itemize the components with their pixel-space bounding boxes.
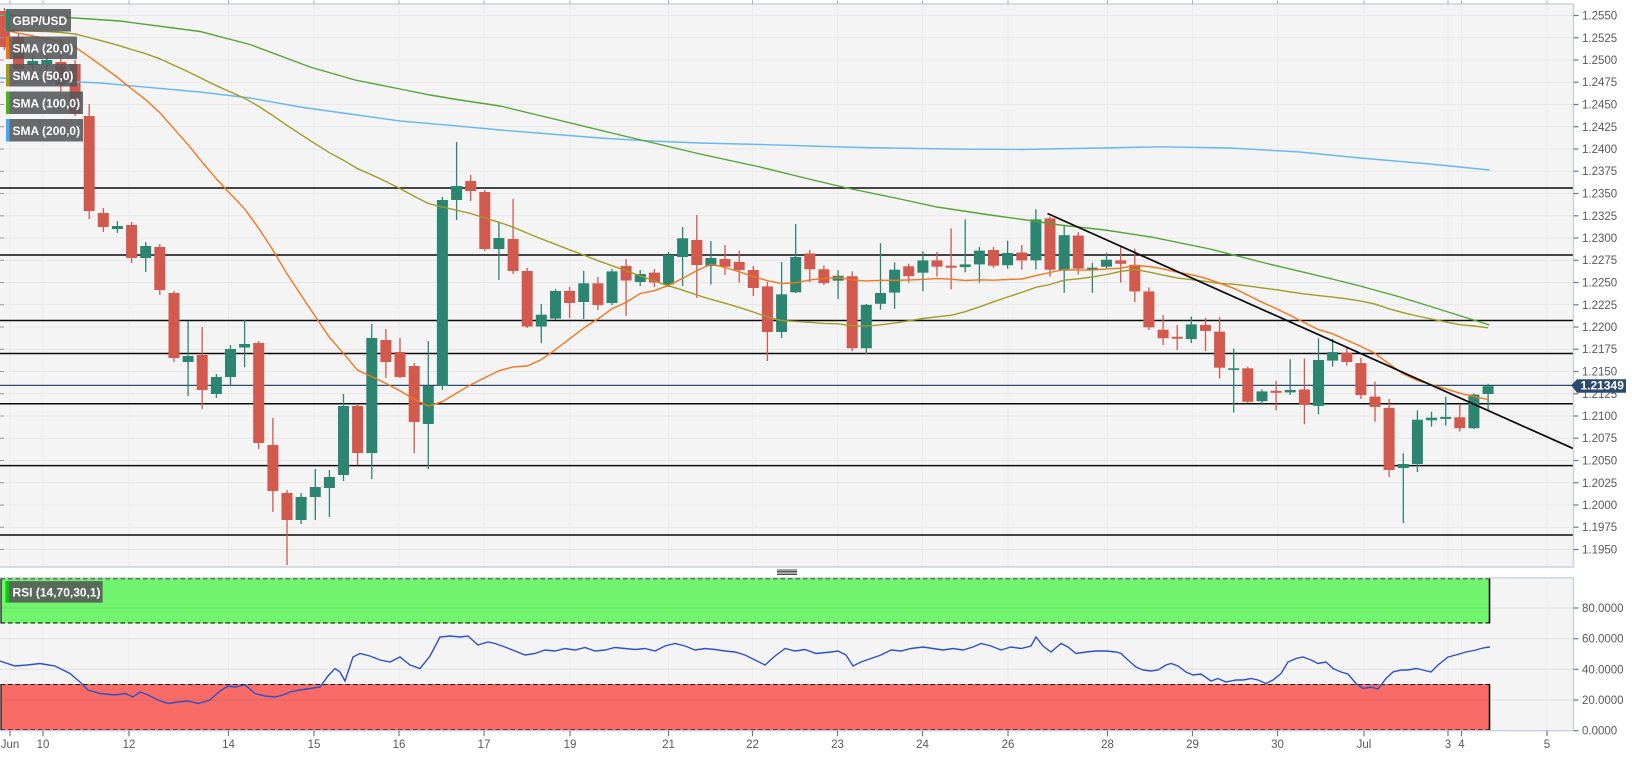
svg-text:3: 3 <box>1445 739 1451 751</box>
svg-text:1.21349: 1.21349 <box>1581 379 1625 393</box>
svg-text:RSI (14,70,30,1): RSI (14,70,30,1) <box>13 586 101 600</box>
svg-text:20.0000: 20.0000 <box>1582 695 1624 707</box>
svg-text:1.2075: 1.2075 <box>1582 433 1617 445</box>
svg-text:SMA (20,0): SMA (20,0) <box>13 42 74 56</box>
svg-text:1.1950: 1.1950 <box>1582 545 1617 557</box>
svg-text:1.2200: 1.2200 <box>1582 322 1617 334</box>
svg-text:1.2150: 1.2150 <box>1582 367 1617 379</box>
svg-text:16: 16 <box>393 739 406 751</box>
svg-text:5: 5 <box>1544 739 1550 751</box>
svg-text:26: 26 <box>1002 739 1015 751</box>
svg-text:SMA (200,0): SMA (200,0) <box>13 124 81 138</box>
svg-text:1.2350: 1.2350 <box>1582 189 1617 201</box>
svg-text:1.2375: 1.2375 <box>1582 166 1617 178</box>
svg-text:10: 10 <box>37 739 50 751</box>
svg-text:1.2100: 1.2100 <box>1582 411 1617 423</box>
svg-text:1.1975: 1.1975 <box>1582 522 1617 534</box>
svg-text:1.2275: 1.2275 <box>1582 255 1617 267</box>
svg-text:22: 22 <box>746 739 759 751</box>
svg-text:1.2475: 1.2475 <box>1582 77 1617 89</box>
svg-text:29: 29 <box>1186 739 1199 751</box>
svg-text:0.0000: 0.0000 <box>1582 726 1617 738</box>
svg-text:SMA (50,0): SMA (50,0) <box>13 69 74 83</box>
svg-text:1.2250: 1.2250 <box>1582 278 1617 290</box>
svg-text:GBP/USD: GBP/USD <box>13 14 68 28</box>
svg-text:21: 21 <box>662 739 675 751</box>
svg-text:30: 30 <box>1271 739 1284 751</box>
svg-text:1.2225: 1.2225 <box>1582 300 1617 312</box>
svg-text:23: 23 <box>831 739 844 751</box>
svg-text:Jul: Jul <box>1357 739 1372 751</box>
svg-text:40.0000: 40.0000 <box>1582 664 1624 676</box>
svg-text:SMA (100,0): SMA (100,0) <box>13 97 81 111</box>
svg-text:24: 24 <box>916 739 929 751</box>
svg-text:80.0000: 80.0000 <box>1582 603 1624 615</box>
svg-text:1.2000: 1.2000 <box>1582 500 1617 512</box>
svg-text:1.2500: 1.2500 <box>1582 55 1617 67</box>
svg-text:1.2175: 1.2175 <box>1582 344 1617 356</box>
svg-text:17: 17 <box>478 739 491 751</box>
svg-text:1.2425: 1.2425 <box>1582 122 1617 134</box>
svg-text:1.2050: 1.2050 <box>1582 456 1617 468</box>
svg-text:14: 14 <box>222 739 235 751</box>
svg-text:12: 12 <box>123 739 136 751</box>
svg-text:1.2450: 1.2450 <box>1582 100 1617 112</box>
svg-text:19: 19 <box>564 739 577 751</box>
svg-text:1.2525: 1.2525 <box>1582 33 1617 45</box>
svg-text:1.2025: 1.2025 <box>1582 478 1617 490</box>
svg-text:28: 28 <box>1101 739 1114 751</box>
svg-text:4: 4 <box>1458 739 1465 751</box>
svg-text:1.2300: 1.2300 <box>1582 233 1617 245</box>
svg-text:1.2400: 1.2400 <box>1582 144 1617 156</box>
svg-text:60.0000: 60.0000 <box>1582 634 1624 646</box>
svg-text:Jun: Jun <box>1 739 20 751</box>
svg-text:15: 15 <box>308 739 321 751</box>
svg-text:1.2325: 1.2325 <box>1582 211 1617 223</box>
svg-text:1.2550: 1.2550 <box>1582 11 1617 23</box>
